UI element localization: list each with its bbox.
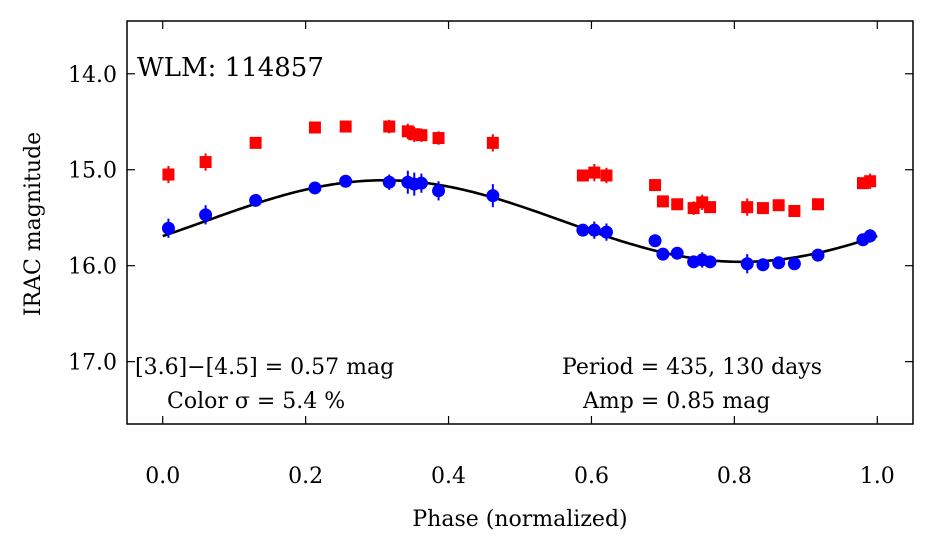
data-point-circle [740, 257, 754, 271]
data-point-circle [811, 248, 825, 262]
data-point-circle [756, 258, 770, 272]
y-tick-label: 16.0 [68, 255, 117, 280]
y-tick-label: 15.0 [68, 159, 117, 184]
data-point-circle [382, 175, 396, 189]
data-point-circle [414, 176, 428, 190]
data-point-circle [787, 257, 801, 271]
data-point-square [588, 166, 601, 179]
data-points-layer [161, 119, 877, 274]
data-point-circle [656, 247, 670, 261]
data-point-square [162, 168, 175, 181]
color-diff-label: [3.6]−[4.5] = 0.57 mag [135, 355, 394, 380]
data-point-square [811, 198, 824, 211]
data-point-square [600, 169, 613, 182]
data-point-circle [199, 208, 213, 222]
data-point-square [339, 120, 352, 133]
data-point-circle [432, 184, 446, 198]
data-point-square [864, 175, 877, 188]
blue-circle-series [161, 170, 877, 274]
color-sigma-label: Color σ = 5.4 % [167, 389, 345, 414]
red-square-series [162, 119, 877, 217]
star-label: WLM: 114857 [137, 53, 324, 83]
axis-ticks-layer: 0.0 0.2 0.4 0.6 0.8 1.0 14.0 15.0 16.0 17.0 [68, 21, 913, 489]
data-point-circle [576, 223, 590, 237]
data-point-square [756, 202, 769, 215]
data-point-circle [249, 193, 263, 207]
data-point-square [772, 199, 785, 212]
data-point-circle [772, 256, 786, 270]
data-point-circle [161, 221, 175, 235]
data-point-square [383, 120, 396, 133]
y-axis-label: IRAC magnitude [21, 132, 46, 316]
x-tick-label: 0.8 [717, 464, 752, 489]
data-point-circle [670, 246, 684, 260]
x-tick-label: 0.2 [288, 464, 323, 489]
fit-curve-line [162, 178, 878, 264]
plot-frame [126, 20, 914, 425]
data-point-circle [599, 225, 613, 239]
data-point-square [415, 129, 428, 142]
data-point-circle [648, 234, 662, 248]
x-tick-label: 1.0 [860, 464, 895, 489]
data-point-square [649, 179, 662, 192]
data-point-circle [863, 229, 877, 243]
data-point-square [671, 198, 684, 211]
x-tick-label: 0.4 [431, 464, 466, 489]
period-label: Period = 435, 130 days [562, 355, 822, 380]
x-tick-label: 0.6 [574, 464, 609, 489]
x-tick-label: 0.0 [145, 464, 180, 489]
data-point-square [308, 121, 321, 134]
data-point-square [199, 156, 212, 169]
data-point-square [249, 136, 262, 149]
data-point-circle [703, 255, 717, 269]
y-tick-label: 17.0 [68, 351, 117, 376]
fit-curve-layer [162, 178, 878, 264]
data-point-circle [486, 189, 500, 203]
amp-label: Amp = 0.85 mag [582, 389, 770, 414]
data-point-square [788, 204, 801, 217]
y-tick-label: 14.0 [68, 63, 117, 88]
data-point-circle [308, 181, 322, 195]
data-point-square [656, 195, 669, 208]
data-point-square [576, 169, 589, 182]
data-point-circle [587, 223, 601, 237]
data-point-square [486, 136, 499, 149]
x-axis-label: Phase (normalized) [412, 507, 627, 532]
data-point-square [741, 201, 754, 214]
data-point-circle [339, 174, 353, 188]
data-point-square [432, 132, 445, 145]
data-point-square [704, 201, 717, 214]
